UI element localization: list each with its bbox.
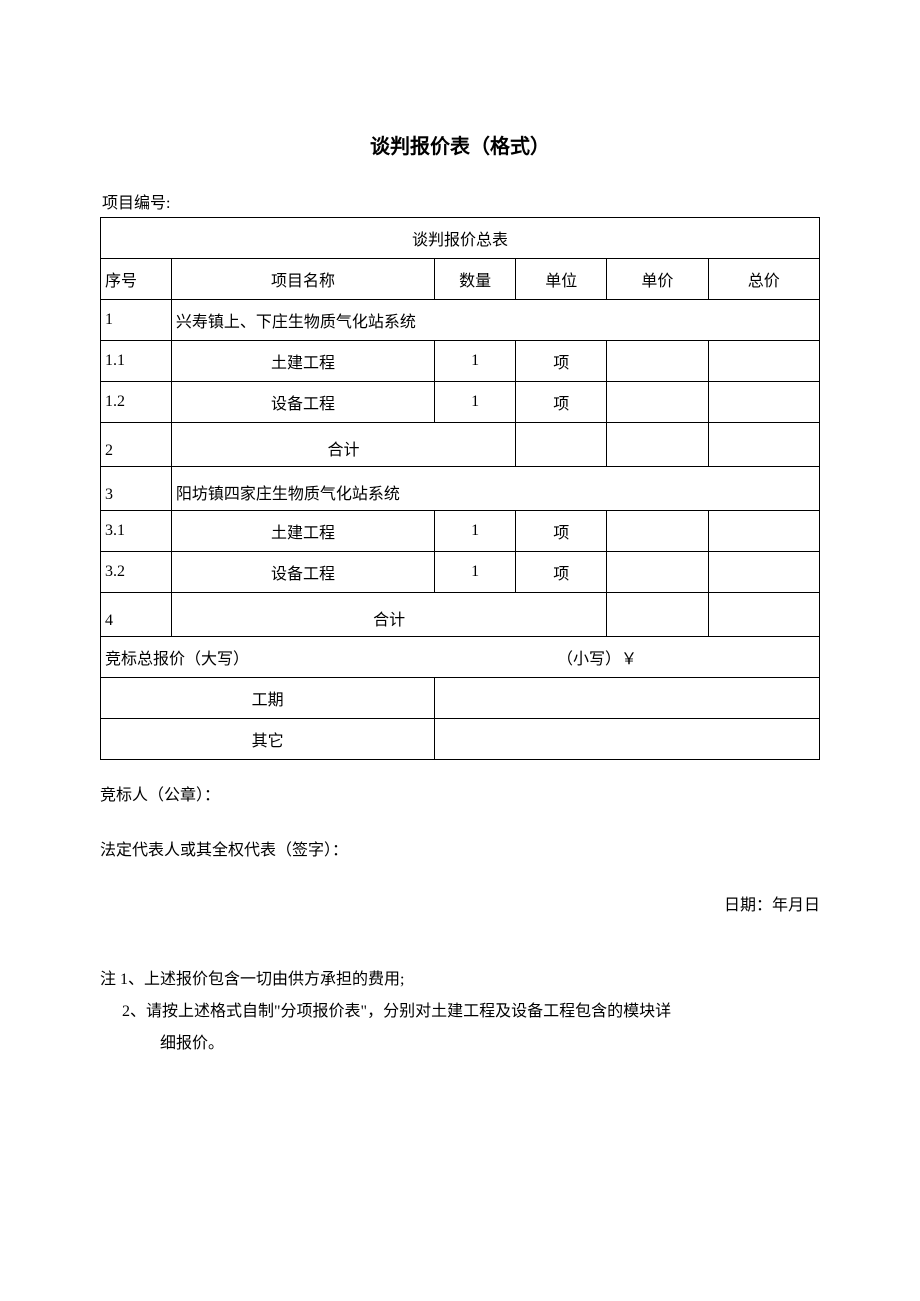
table-row: 3.2 设备工程 1 项 xyxy=(101,552,820,593)
col-unit: 单位 xyxy=(516,259,607,300)
table-title-row: 谈判报价总表 xyxy=(101,218,820,259)
cell-name: 合计 xyxy=(171,593,606,637)
table-row: 2 合计 xyxy=(101,423,820,467)
bidder-seal: 竞标人（公章）： xyxy=(100,778,820,813)
bid-lower-label: （小写）￥ xyxy=(557,651,637,668)
col-seq: 序号 xyxy=(101,259,172,300)
note-1: 注 1、上述报价包含一切由供方承担的费用; xyxy=(100,964,820,996)
cell-unit-price xyxy=(607,552,708,593)
cell-unit: 项 xyxy=(516,511,607,552)
bid-upper-label: 竞标总报价（大写） xyxy=(105,651,249,668)
cell-total-price xyxy=(708,423,819,467)
col-qty: 数量 xyxy=(435,259,516,300)
cell-unit-price xyxy=(607,511,708,552)
cell-total-price xyxy=(708,382,819,423)
cell-name: 土建工程 xyxy=(171,341,434,382)
table-title: 谈判报价总表 xyxy=(101,218,820,259)
cell-qty: 1 xyxy=(435,382,516,423)
table-row: 1.1 土建工程 1 项 xyxy=(101,341,820,382)
cell-unit xyxy=(516,423,607,467)
col-unit-price: 单价 xyxy=(607,259,708,300)
cell-seq: 1 xyxy=(101,300,172,341)
duration-value xyxy=(435,678,820,719)
cell-name: 设备工程 xyxy=(171,382,434,423)
cell-unit-price xyxy=(607,423,708,467)
duration-row: 工期 xyxy=(101,678,820,719)
cell-seq: 3.2 xyxy=(101,552,172,593)
other-row: 其它 xyxy=(101,719,820,760)
notes-section: 注 1、上述报价包含一切由供方承担的费用; 2、请按上述格式自制"分项报价表"，… xyxy=(100,964,820,1060)
table-row: 1.2 设备工程 1 项 xyxy=(101,382,820,423)
cell-seq: 3 xyxy=(101,467,172,511)
other-value xyxy=(435,719,820,760)
bid-total-cell: 竞标总报价（大写） （小写）￥ xyxy=(101,637,820,678)
date-label: 日期：年月日 xyxy=(100,888,820,923)
cell-qty: 1 xyxy=(435,552,516,593)
col-name: 项目名称 xyxy=(171,259,434,300)
cell-seq: 2 xyxy=(101,423,172,467)
cell-seq: 4 xyxy=(101,593,172,637)
cell-seq: 3.1 xyxy=(101,511,172,552)
legal-rep: 法定代表人或其全权代表（签字）： xyxy=(100,833,820,868)
other-label: 其它 xyxy=(101,719,435,760)
cell-total-price xyxy=(708,552,819,593)
cell-name: 兴寿镇上、下庄生物质气化站系统 xyxy=(171,300,819,341)
table-row: 3.1 土建工程 1 项 xyxy=(101,511,820,552)
cell-seq: 1.2 xyxy=(101,382,172,423)
cell-name: 阳坊镇四家庄生物质气化站系统 xyxy=(171,467,819,511)
cell-name: 设备工程 xyxy=(171,552,434,593)
table-row: 4 合计 xyxy=(101,593,820,637)
cell-total-price xyxy=(708,341,819,382)
cell-unit-price xyxy=(607,341,708,382)
project-number-label: 项目编号: xyxy=(100,189,820,213)
signature-section: 竞标人（公章）： 法定代表人或其全权代表（签字）： 日期：年月日 xyxy=(100,778,820,924)
cell-unit: 项 xyxy=(516,552,607,593)
page-title: 谈判报价表（格式） xyxy=(100,130,820,159)
duration-label: 工期 xyxy=(101,678,435,719)
cell-name: 土建工程 xyxy=(171,511,434,552)
note-2b: 细报价。 xyxy=(100,1028,820,1060)
cell-unit-price xyxy=(607,382,708,423)
cell-total-price xyxy=(708,511,819,552)
table-header-row: 序号 项目名称 数量 单位 单价 总价 xyxy=(101,259,820,300)
note-2: 2、请按上述格式自制"分项报价表"，分别对土建工程及设备工程包含的模块详 xyxy=(100,996,820,1028)
quotation-table: 谈判报价总表 序号 项目名称 数量 单位 单价 总价 1 兴寿镇上、下庄生物质气… xyxy=(100,217,820,760)
cell-qty: 1 xyxy=(435,511,516,552)
table-row: 1 兴寿镇上、下庄生物质气化站系统 xyxy=(101,300,820,341)
table-row: 3 阳坊镇四家庄生物质气化站系统 xyxy=(101,467,820,511)
cell-name: 合计 xyxy=(171,423,515,467)
cell-qty: 1 xyxy=(435,341,516,382)
cell-unit: 项 xyxy=(516,341,607,382)
col-total-price: 总价 xyxy=(708,259,819,300)
cell-unit-price xyxy=(607,593,708,637)
cell-unit: 项 xyxy=(516,382,607,423)
bid-total-row: 竞标总报价（大写） （小写）￥ xyxy=(101,637,820,678)
cell-total-price xyxy=(708,593,819,637)
cell-seq: 1.1 xyxy=(101,341,172,382)
